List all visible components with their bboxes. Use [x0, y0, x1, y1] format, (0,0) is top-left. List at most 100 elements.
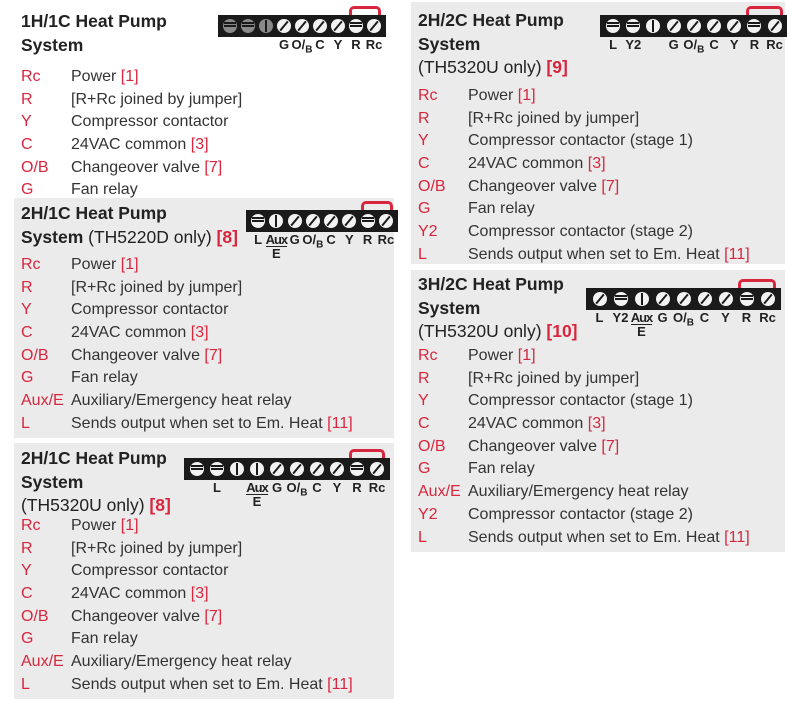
- screw-terminal-icon: [739, 292, 754, 306]
- terminal-code: C: [21, 136, 33, 154]
- terminal-row: R [R+Rc joined by jumper]: [21, 538, 353, 561]
- terminal-label: [643, 38, 663, 58]
- footnote-ref: [3]: [190, 136, 209, 154]
- terminal-row: Rc Power [1]: [21, 515, 353, 538]
- title-bold-2: System: [21, 471, 84, 492]
- terminal-code: R: [21, 278, 33, 296]
- terminal-label: R: [741, 310, 752, 325]
- terminal-label: O/B: [302, 232, 324, 251]
- terminal-label: G: [271, 480, 283, 495]
- screw-terminal-icon: [613, 292, 628, 306]
- footnote-ref: [1]: [517, 87, 536, 104]
- terminal-label: Aux E: [246, 480, 269, 509]
- wiring-panel: 2H/1C Heat Pump System (TH5220D only) [8]…: [14, 198, 398, 438]
- terminal-label: Aux E: [265, 232, 288, 261]
- terminal-strip: [218, 15, 386, 37]
- screw-terminal-icon: [707, 19, 722, 33]
- terminal-code: Rc: [21, 517, 41, 534]
- terminal-code: Y: [21, 562, 32, 580]
- terminal-code: Rc: [418, 87, 438, 104]
- terminal-row: Rc Power [1]: [418, 85, 750, 108]
- terminal-row: Aux/E Auxiliary/Emergency heat relay: [418, 481, 750, 504]
- terminal-row: L Sends output when set to Em. Heat [11]: [21, 674, 353, 697]
- terminal-description: Changeover valve: [71, 346, 205, 364]
- terminal-labels: L Y2 Aux E G O/B C Y R Rc: [586, 311, 781, 339]
- panel-title: 2H/2C Heat Pump System (TH5320U only) [9]: [418, 9, 568, 80]
- screw-terminal-icon: [350, 462, 364, 476]
- terminal-code: O/B: [21, 158, 49, 176]
- terminal-description: [R+Rc joined by jumper]: [71, 278, 243, 296]
- terminal-label: O/B: [673, 310, 694, 329]
- screw-terminal-icon: [330, 462, 344, 476]
- terminal-label: [227, 481, 247, 509]
- terminal-row: O/B Changeover valve [7]: [21, 157, 242, 180]
- title-bold-2: System: [21, 226, 84, 247]
- screw-terminal-icon: [241, 19, 255, 33]
- screw-terminal-icon: [606, 19, 621, 33]
- terminal-label: Y: [729, 37, 739, 52]
- terminal-row: G Fan relay: [21, 179, 242, 202]
- terminal-label: Y2: [612, 310, 629, 325]
- terminal-code: Y: [418, 392, 429, 410]
- terminal-row: Rc Power [1]: [418, 345, 750, 368]
- terminal-label: Rc: [377, 232, 395, 247]
- screw-terminal-icon: [349, 19, 363, 33]
- screw-terminal-icon: [250, 462, 264, 476]
- title-ref: [9]: [546, 57, 568, 77]
- terminal-code: Rc: [418, 347, 438, 364]
- terminal-description: Fan relay: [71, 181, 138, 199]
- terminal-label: R: [352, 480, 362, 495]
- terminal-label: L: [254, 232, 263, 247]
- terminal-description: [R+Rc joined by jumper]: [71, 539, 243, 557]
- terminal-description: 24VAC common: [71, 324, 191, 342]
- terminal-row: Y2 Compressor contactor (stage 2): [418, 221, 750, 244]
- terminal-description: Compressor contactor (stage 2): [468, 223, 693, 241]
- screw-terminal-icon: [324, 214, 339, 228]
- terminal-row: L Sends output when set to Em. Heat [11]: [418, 527, 750, 550]
- terminal-code: L: [21, 414, 30, 432]
- screw-terminal-icon: [223, 19, 237, 33]
- terminal-list: Rc Power [1] R [R+Rc joined by jumper] Y Comp…: [21, 66, 242, 202]
- footnote-ref: [1]: [120, 517, 139, 534]
- terminal-label: C: [312, 480, 322, 495]
- terminal-row: O/B Changeover valve [7]: [418, 176, 750, 199]
- terminal-code: C: [418, 415, 430, 433]
- terminal-description: Changeover valve: [468, 437, 602, 455]
- terminal-code: O/B: [21, 607, 49, 625]
- terminal-code: C: [21, 585, 33, 603]
- terminal-description: Power: [71, 68, 121, 85]
- terminal-row: L Sends output when set to Em. Heat [11]: [418, 244, 750, 267]
- terminal-list: Rc Power [1] R [R+Rc joined by jumper] Y Comp…: [418, 345, 750, 549]
- title-bold: 2H/1C Heat Pump: [21, 448, 167, 468]
- terminal-code: Y: [21, 113, 32, 131]
- terminal-labels: L Y2 G O/B C Y R Rc: [600, 38, 787, 58]
- terminal-label: Rc: [368, 480, 386, 495]
- terminal-code: L: [21, 675, 30, 693]
- title-bold: 1H/1C Heat Pump: [21, 11, 167, 31]
- terminal-code: O/B: [418, 437, 446, 455]
- terminal-code: Y: [21, 301, 32, 319]
- screw-terminal-icon: [767, 19, 782, 33]
- terminal-label: [239, 38, 257, 58]
- terminal-row: Rc Power [1]: [21, 66, 242, 89]
- terminal-description: 24VAC common: [468, 155, 588, 173]
- screw-terminal-icon: [367, 19, 381, 33]
- wiring-panel: 1H/1C Heat Pump System G O/B C Y R Rc Rc Power [1…: [14, 4, 394, 198]
- terminal-strip: [586, 288, 781, 310]
- terminal-description: Compressor contactor: [71, 113, 229, 131]
- footnote-ref: [11]: [327, 414, 353, 432]
- terminal-row: C 24VAC common [3]: [418, 153, 750, 176]
- terminal-description: Power: [71, 517, 121, 534]
- screw-terminal-icon: [727, 19, 742, 33]
- terminal-description: Sends output when set to Em. Heat: [71, 414, 328, 432]
- terminal-description: Sends output when set to Em. Heat: [468, 528, 725, 546]
- terminal-label: Y: [345, 232, 354, 247]
- terminal-label: Rc: [365, 37, 383, 52]
- terminal-description: 24VAC common: [71, 136, 191, 154]
- terminal-label: R: [362, 232, 373, 247]
- terminal-code: Y: [418, 132, 429, 150]
- terminal-row: O/B Changeover valve [7]: [21, 606, 353, 629]
- screw-terminal-icon: [747, 19, 762, 33]
- panel-title: 3H/2C Heat Pump System (TH5320U only) [10]: [418, 273, 578, 344]
- terminal-description: Power: [71, 256, 121, 273]
